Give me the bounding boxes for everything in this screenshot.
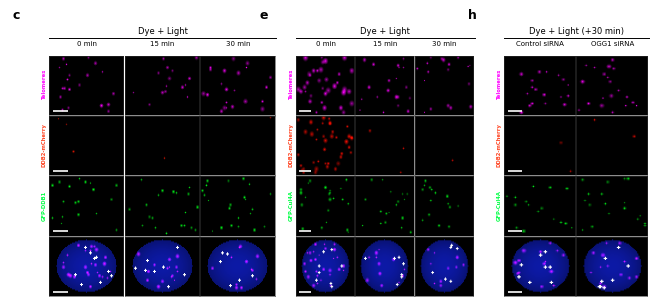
Text: c: c <box>13 9 20 22</box>
Text: Control siRNA: Control siRNA <box>516 41 564 47</box>
Text: 15 min: 15 min <box>150 41 175 47</box>
Text: Telomeres: Telomeres <box>289 69 294 100</box>
Text: e: e <box>260 9 268 22</box>
Text: Merge: Merge <box>289 256 294 275</box>
Text: Dye + Light: Dye + Light <box>360 27 410 36</box>
Text: Merge: Merge <box>497 256 502 275</box>
Text: 30 min: 30 min <box>432 41 457 47</box>
Text: GFP-Cul4A: GFP-Cul4A <box>497 190 502 221</box>
Text: Telomeres: Telomeres <box>497 69 502 100</box>
Text: h: h <box>468 9 477 22</box>
Text: GFP-DDB1: GFP-DDB1 <box>42 190 47 220</box>
Text: DDB2-mCherry: DDB2-mCherry <box>497 123 502 167</box>
Text: OGG1 siRNA: OGG1 siRNA <box>591 41 634 47</box>
Text: Dye + Light (+30 min): Dye + Light (+30 min) <box>528 27 624 36</box>
Text: 30 min: 30 min <box>226 41 251 47</box>
Text: DDB2-mCherry: DDB2-mCherry <box>42 123 47 167</box>
Text: Dye + Light: Dye + Light <box>138 27 187 36</box>
Text: 15 min: 15 min <box>373 41 397 47</box>
Text: 0 min: 0 min <box>77 41 97 47</box>
Text: 0 min: 0 min <box>315 41 335 47</box>
Text: Merge: Merge <box>42 256 47 275</box>
Text: Telomeres: Telomeres <box>42 69 47 100</box>
Text: GFP-Cul4A: GFP-Cul4A <box>289 190 294 221</box>
Text: DDB2-mCherry: DDB2-mCherry <box>289 123 294 167</box>
